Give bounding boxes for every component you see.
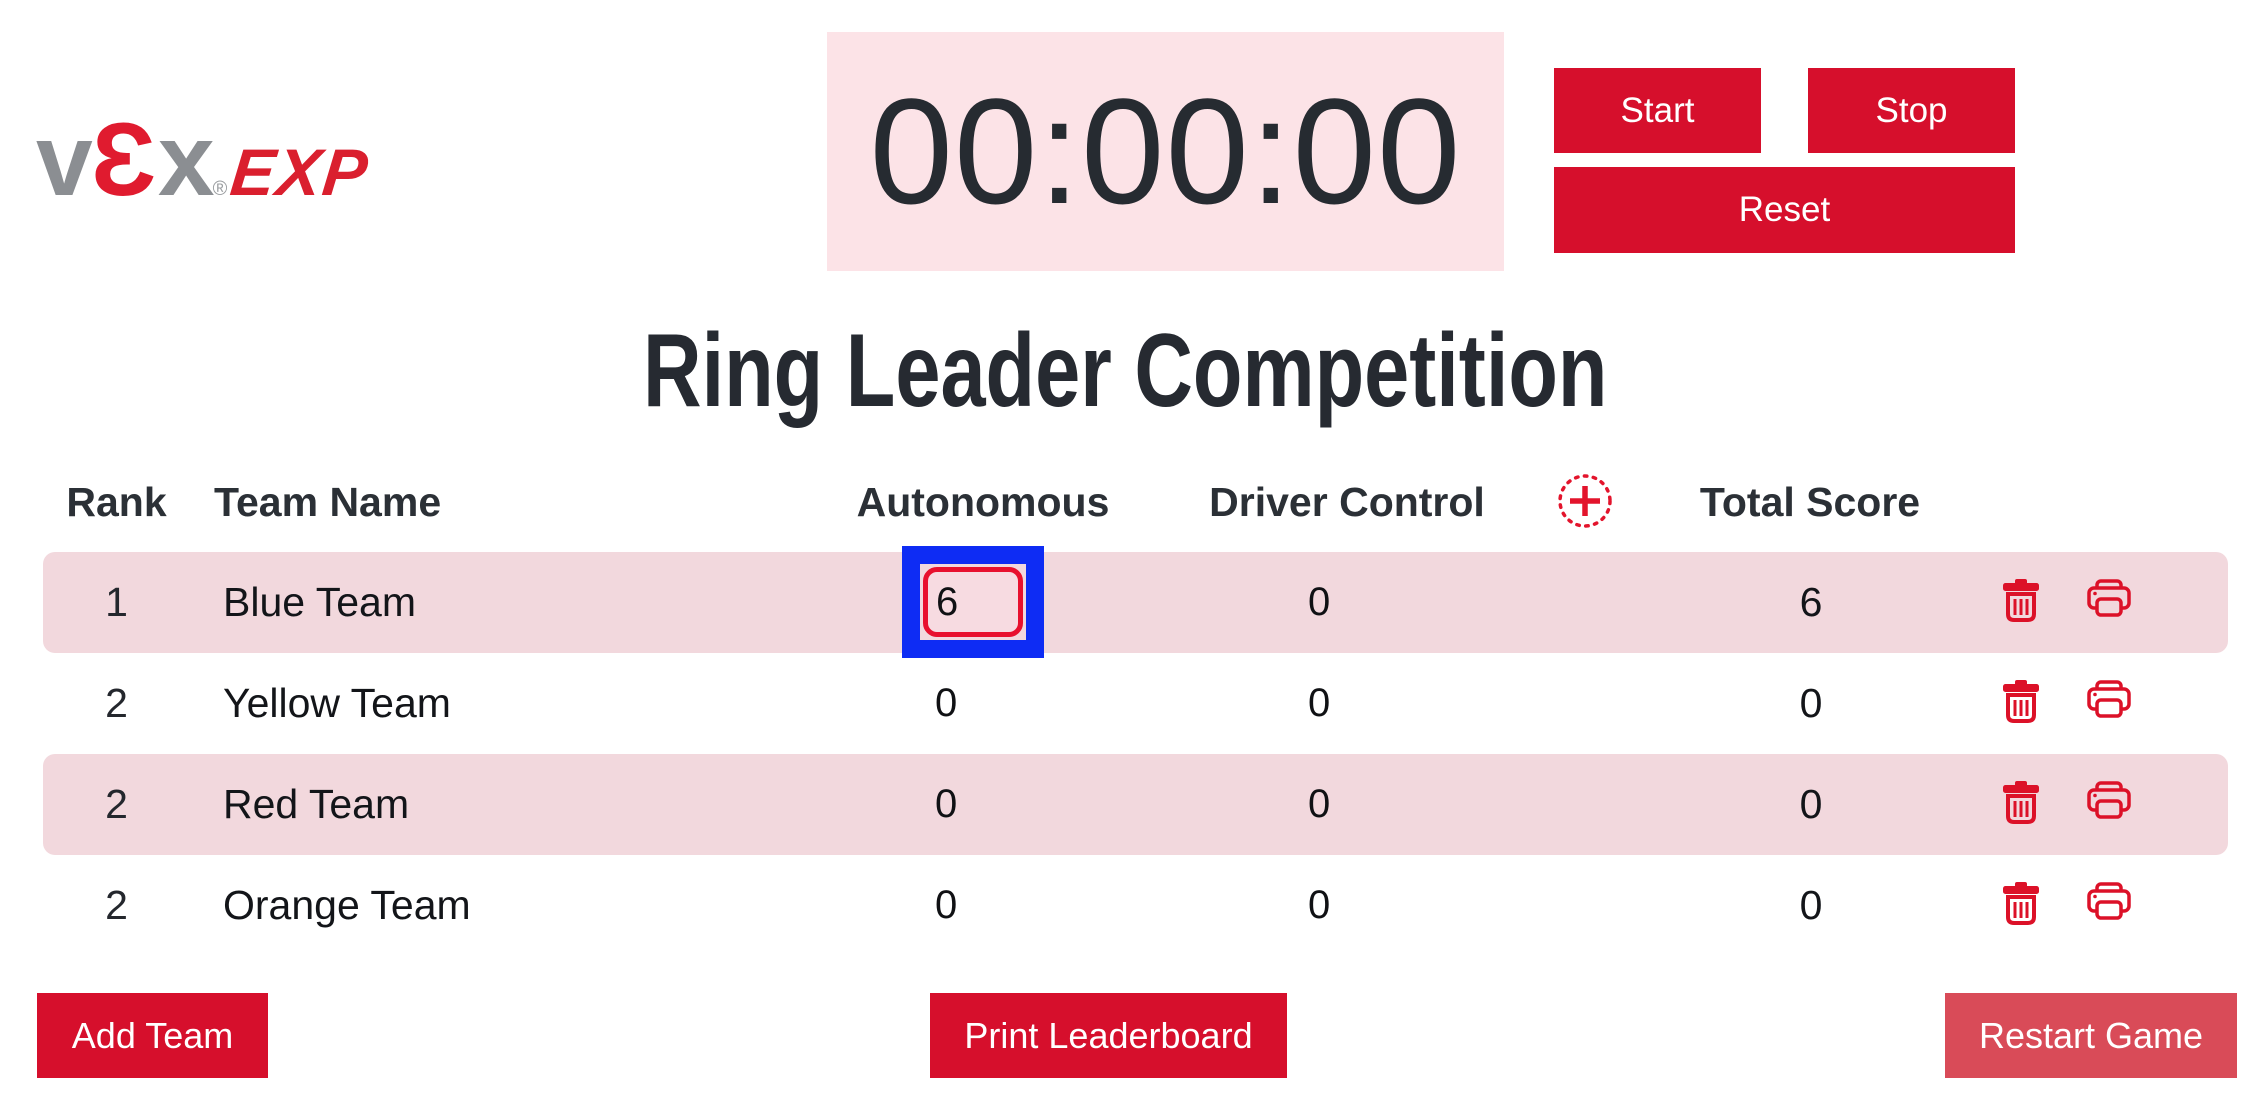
header-total-score: Total Score xyxy=(1699,478,1921,525)
table-row: 2 Red Team 0 xyxy=(43,754,2228,855)
delete-team-button[interactable] xyxy=(1997,780,2045,828)
registered-mark: ® xyxy=(212,178,228,200)
print-team-button[interactable] xyxy=(2085,780,2133,828)
print-team-button[interactable] xyxy=(2085,881,2133,929)
header-driver-control: Driver Control xyxy=(1209,478,1485,525)
driver-score-input[interactable] xyxy=(1296,769,1396,839)
header-autonomous: Autonomous xyxy=(856,478,1110,525)
printer-icon xyxy=(2087,578,2131,626)
delete-team-button[interactable] xyxy=(1997,881,2045,929)
total-score-value: 0 xyxy=(1799,781,1823,827)
rank-value: 1 xyxy=(105,579,128,625)
add-team-button[interactable]: Add Team xyxy=(37,993,268,1078)
timer-value: 00:00:00 xyxy=(869,67,1462,235)
logo-exp: EXP xyxy=(227,135,374,209)
total-score-value: 0 xyxy=(1799,882,1823,928)
table-row: 2 Orange Team 0 xyxy=(43,855,2228,956)
logo-letter-x: x xyxy=(157,103,215,217)
print-team-button[interactable] xyxy=(2085,578,2133,626)
trash-icon xyxy=(2001,780,2041,828)
autonomous-score-input[interactable] xyxy=(923,567,1023,637)
header-team-name: Team Name xyxy=(214,478,442,525)
printer-icon xyxy=(2087,679,2131,727)
leaderboard-table: 1 Blue Team 6 xyxy=(43,546,2228,956)
printer-icon xyxy=(2087,780,2131,828)
team-name: Red Team xyxy=(223,781,410,827)
plus-in-dotted-circle-icon xyxy=(1556,474,1614,533)
driver-score-input[interactable] xyxy=(1296,668,1396,738)
print-team-button[interactable] xyxy=(2085,679,2133,727)
header-rank: Rank xyxy=(66,478,167,525)
autonomous-score-input[interactable] xyxy=(923,769,1023,839)
focus-ring xyxy=(902,546,1044,658)
table-row: 1 Blue Team 6 xyxy=(43,546,2228,658)
driver-score-input[interactable] xyxy=(1296,567,1396,637)
restart-game-button[interactable]: Restart Game xyxy=(1945,993,2237,1078)
page-title: Ring Leader Competition xyxy=(642,313,1608,429)
logo-letter-v: v xyxy=(36,103,93,217)
team-name: Blue Team xyxy=(223,579,416,625)
rank-value: 2 xyxy=(105,680,128,726)
autonomous-score-input[interactable] xyxy=(923,870,1023,940)
reset-button[interactable]: Reset xyxy=(1554,167,2015,253)
vex-exp-logo: v Ɛ x ® EXP xyxy=(36,102,373,218)
team-name: Orange Team xyxy=(223,882,471,928)
start-button[interactable]: Start xyxy=(1554,68,1761,153)
rank-value: 2 xyxy=(105,882,128,928)
total-score-value: 0 xyxy=(1799,680,1823,726)
delete-team-button[interactable] xyxy=(1997,578,2045,626)
autonomous-score-input[interactable] xyxy=(923,668,1023,738)
trash-icon xyxy=(2001,578,2041,626)
total-score-value: 6 xyxy=(1799,579,1823,625)
driver-score-input[interactable] xyxy=(1296,870,1396,940)
trash-icon xyxy=(2001,881,2041,929)
delete-team-button[interactable] xyxy=(1997,679,2045,727)
printer-icon xyxy=(2087,881,2131,929)
stop-button[interactable]: Stop xyxy=(1808,68,2015,153)
print-leaderboard-button[interactable]: Print Leaderboard xyxy=(930,993,1287,1078)
trash-icon xyxy=(2001,679,2041,727)
add-column-button[interactable] xyxy=(1556,472,1614,530)
logo-letter-e: Ɛ xyxy=(90,102,156,218)
team-name: Yellow Team xyxy=(223,680,451,726)
table-row: 2 Yellow Team 0 xyxy=(43,653,2228,754)
timer-display-panel: 00:00:00 xyxy=(827,32,1504,271)
rank-value: 2 xyxy=(105,781,128,827)
page-title-wrap: Ring Leader Competition xyxy=(0,312,2250,431)
